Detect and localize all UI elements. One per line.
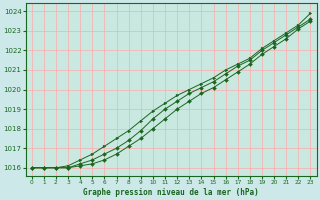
X-axis label: Graphe pression niveau de la mer (hPa): Graphe pression niveau de la mer (hPa) [83,188,259,197]
